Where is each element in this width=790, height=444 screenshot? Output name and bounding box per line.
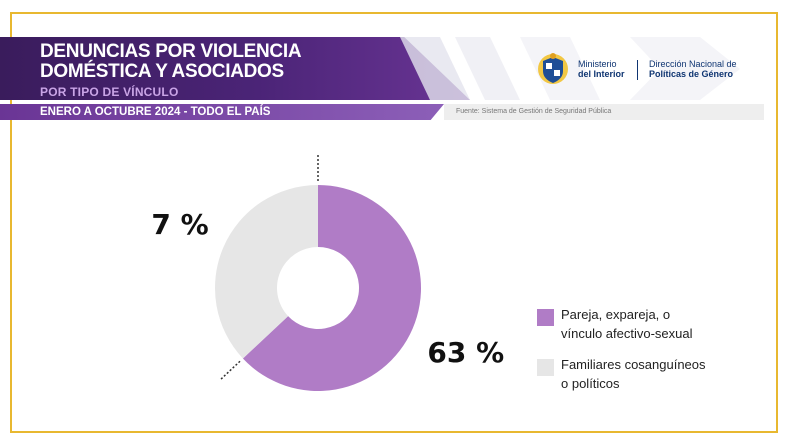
- legend-label-partner: Pareja, expareja, o vínculo afectivo-sex…: [561, 305, 761, 343]
- legend-label-family-line1: Familiares cosanguíneos: [561, 357, 706, 372]
- chart-subtitle: POR TIPO DE VÍNCULO: [40, 85, 179, 99]
- title-banner: [0, 37, 470, 100]
- logos: Ministerio del Interior Dirección Nacion…: [537, 52, 747, 88]
- donut-slice-0: [242, 185, 421, 391]
- legend: Pareja, expareja, o vínculo afectivo-sex…: [537, 305, 767, 405]
- legend-label-family-line2: o políticos: [561, 376, 620, 391]
- coat-of-arms-icon: [538, 53, 568, 84]
- ministry-name-line1: Ministerio: [578, 59, 617, 69]
- title-line-2: DOMÉSTICA Y ASOCIADOS: [40, 61, 284, 82]
- period-bar: [0, 104, 444, 120]
- legend-item-family: Familiares cosanguíneos o políticos: [537, 355, 767, 405]
- direction-name-line1: Dirección Nacional de: [649, 59, 737, 69]
- content-frame: [10, 12, 778, 433]
- percent-label-0: 63 %: [427, 336, 504, 369]
- chart-title: DENUNCIAS POR VIOLENCIA DOMÉSTICA Y ASOC…: [40, 41, 302, 82]
- logo-separator: [637, 60, 638, 80]
- source-note: Fuente: Sistema de Gestión de Seguridad …: [456, 108, 612, 115]
- legend-label-partner-line1: Pareja, expareja, o: [561, 307, 671, 322]
- legend-label-family: Familiares cosanguíneos o políticos: [561, 355, 761, 393]
- direction-name-line2: Políticas de Género: [649, 69, 734, 79]
- legend-swatch-family: [537, 359, 554, 376]
- period-label: ENERO A OCTUBRE 2024 - TODO EL PAÍS: [40, 106, 271, 118]
- slice-boundary-line-1: [219, 360, 241, 381]
- ministry-name-line2: del Interior: [578, 69, 625, 79]
- percent-label-1: 37 %: [150, 208, 209, 241]
- legend-label-partner-line2: vínculo afectivo-sexual: [561, 326, 693, 341]
- donut-slice-1: [215, 185, 318, 359]
- title-line-1: DENUNCIAS POR VIOLENCIA: [40, 41, 302, 62]
- source-bar: [444, 104, 764, 120]
- donut-chart: 63 % 37 %: [150, 153, 504, 391]
- legend-swatch-partner: [537, 309, 554, 326]
- legend-item-partner: Pareja, expareja, o vínculo afectivo-sex…: [537, 305, 767, 355]
